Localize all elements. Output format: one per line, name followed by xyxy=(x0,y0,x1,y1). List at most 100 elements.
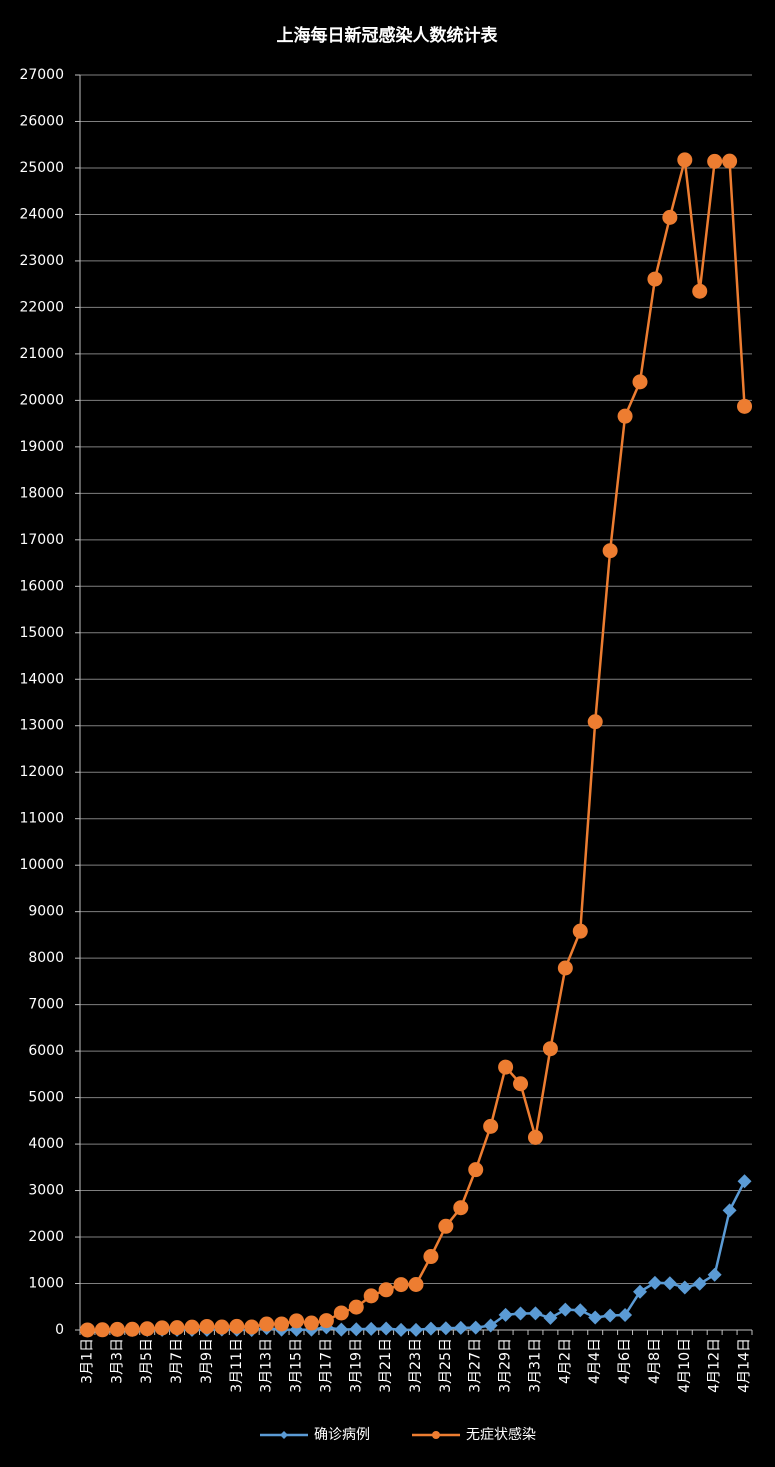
data-point xyxy=(289,1313,305,1329)
data-point xyxy=(498,1059,514,1075)
data-point xyxy=(303,1315,319,1331)
y-tick-label: 22000 xyxy=(19,299,64,315)
x-tick-label: 4月14日 xyxy=(737,1338,753,1393)
data-point xyxy=(184,1319,200,1335)
data-point xyxy=(633,1284,647,1299)
y-tick-label: 10000 xyxy=(19,857,64,873)
x-tick-label: 3月29日 xyxy=(498,1338,514,1393)
data-point xyxy=(453,1200,469,1216)
y-tick-label: 13000 xyxy=(19,718,64,734)
data-point xyxy=(618,1308,633,1323)
data-point xyxy=(588,1310,603,1325)
data-point xyxy=(573,1303,588,1318)
x-tick-label: 4月4日 xyxy=(587,1338,603,1384)
data-point xyxy=(423,1249,439,1265)
y-tick-label: 9000 xyxy=(28,904,64,920)
x-tick-label: 3月21日 xyxy=(378,1338,394,1393)
data-point xyxy=(587,714,603,730)
data-point xyxy=(259,1316,275,1332)
y-tick-label: 4000 xyxy=(28,1136,64,1152)
legend-label: 无症状感染 xyxy=(466,1426,536,1443)
data-point xyxy=(468,1162,484,1178)
data-point xyxy=(274,1316,290,1332)
data-point xyxy=(677,1280,692,1295)
legend-label: 确诊病例 xyxy=(314,1427,370,1443)
chart-title: 上海每日新冠感染人数统计表 xyxy=(277,25,499,46)
y-tick-label: 3000 xyxy=(28,1183,64,1199)
x-tick-label: 4月6日 xyxy=(617,1338,633,1384)
y-tick-label: 11000 xyxy=(19,811,64,827)
data-point xyxy=(334,1322,349,1337)
data-point xyxy=(408,1276,424,1292)
x-tick-label: 3月1日 xyxy=(79,1338,95,1384)
data-point xyxy=(139,1321,155,1337)
data-point xyxy=(453,1320,468,1335)
data-point xyxy=(394,1322,409,1337)
y-tick-label: 12000 xyxy=(19,764,64,780)
x-tick-label: 3月5日 xyxy=(139,1338,155,1384)
y-tick-label: 7000 xyxy=(28,997,64,1013)
data-point xyxy=(349,1322,364,1337)
x-tick-label: 3月15日 xyxy=(289,1338,305,1393)
data-point xyxy=(572,923,588,939)
x-tick-label: 4月2日 xyxy=(557,1338,573,1384)
y-tick-label: 6000 xyxy=(28,1043,64,1059)
data-point xyxy=(124,1321,140,1337)
data-point xyxy=(528,1306,543,1321)
y-tick-label: 5000 xyxy=(28,1090,64,1106)
data-point xyxy=(677,152,693,168)
data-point xyxy=(438,1218,454,1234)
data-point xyxy=(737,1174,752,1189)
data-point xyxy=(542,1041,558,1057)
data-point xyxy=(603,1308,618,1323)
data-point xyxy=(707,1267,722,1282)
data-point xyxy=(662,1276,677,1291)
data-point xyxy=(722,1203,737,1218)
data-point xyxy=(169,1320,185,1336)
data-point xyxy=(483,1318,498,1333)
x-tick-label: 4月12日 xyxy=(707,1338,723,1393)
data-point xyxy=(722,153,738,169)
data-point xyxy=(602,543,618,559)
x-tick-label: 3月23日 xyxy=(408,1338,424,1393)
x-tick-label: 3月3日 xyxy=(109,1338,125,1384)
data-point xyxy=(737,398,753,414)
x-tick-label: 3月17日 xyxy=(318,1338,334,1393)
data-point xyxy=(513,1306,528,1321)
x-tick-label: 3月19日 xyxy=(348,1338,364,1393)
data-point xyxy=(483,1118,499,1134)
y-tick-label: 24000 xyxy=(19,206,64,222)
data-point xyxy=(423,1321,438,1336)
y-tick-label: 15000 xyxy=(19,625,64,641)
data-point xyxy=(438,1321,453,1336)
data-point xyxy=(364,1321,379,1336)
data-point xyxy=(557,960,573,976)
x-tick-label: 4月8日 xyxy=(647,1338,663,1384)
y-tick-label: 27000 xyxy=(19,67,64,83)
x-tick-label: 3月31日 xyxy=(527,1338,543,1393)
data-point xyxy=(632,374,648,390)
data-point xyxy=(79,1322,95,1338)
y-tick-label: 19000 xyxy=(19,439,64,455)
x-tick-label: 3月11日 xyxy=(229,1338,245,1393)
data-point xyxy=(647,1275,662,1290)
data-point xyxy=(527,1129,543,1145)
y-tick-label: 17000 xyxy=(19,532,64,548)
data-point xyxy=(214,1319,230,1335)
x-tick-label: 4月10日 xyxy=(677,1338,693,1393)
data-point xyxy=(707,153,723,169)
y-tick-label: 2000 xyxy=(28,1229,64,1245)
y-tick-label: 8000 xyxy=(28,950,64,966)
data-point xyxy=(333,1305,349,1321)
y-tick-label: 26000 xyxy=(19,113,64,129)
x-tick-label: 3月7日 xyxy=(169,1338,185,1384)
data-point xyxy=(244,1319,260,1335)
data-point xyxy=(543,1310,558,1325)
data-point xyxy=(318,1313,334,1329)
data-point xyxy=(498,1307,513,1322)
data-point xyxy=(379,1321,394,1336)
data-point xyxy=(513,1076,529,1092)
y-tick-label: 21000 xyxy=(19,346,64,362)
